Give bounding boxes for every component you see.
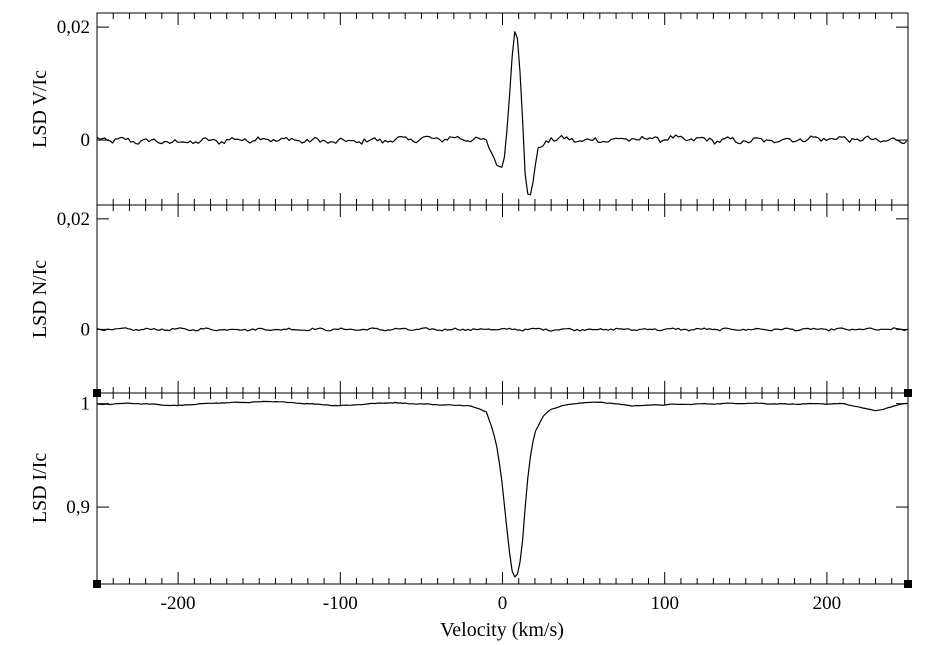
panel-v-ylabel: LSD V/Ic [29,70,51,148]
panel-v-frame [96,12,909,206]
handle-top-left[interactable] [93,389,101,397]
panel-n-ytick-label: 0 [81,319,91,340]
panel-v-ytick-label: 0,02 [57,17,90,38]
panel-i-xtick-labels: -200 -100 0 100 200 [161,593,841,614]
panel-i-xtick-label: -200 [161,593,196,614]
handle-top-right[interactable] [904,389,912,397]
handle-bottom-right[interactable] [904,580,912,588]
panel-v: 00,02 LSD V/Ic [29,12,909,206]
panel-v-ticks [96,13,909,205]
x-axis-label: Velocity (km/s) [440,619,564,641]
panel-n-ticks [96,205,909,393]
panel-v-ytick-labels: 00,02 [57,17,90,151]
panel-n: 00,02 LSD N/Ic [29,204,909,394]
panel-i-ytick-labels: 0,91 [66,394,90,518]
panel-i-xtick-label: -100 [323,593,358,614]
panel-i-ytick-label: 0,9 [66,497,90,518]
panel-n-ylabel: LSD N/Ic [29,260,51,338]
panel-i-series-line [97,400,907,578]
panel-n-series-line [96,327,907,332]
panel-n-ytick-labels: 00,02 [57,209,90,341]
panel-i-xtick-label: 100 [650,593,679,614]
panel-v-ytick-label: 0 [81,130,91,151]
panel-n-ytick-label: 0,02 [57,209,90,230]
panel-v-series-line [96,31,908,196]
selection-handles[interactable] [93,389,912,588]
panel-i-ylabel: LSD I/Ic [29,453,51,524]
handle-bottom-left[interactable] [93,580,101,588]
panel-i-xtick-label: 0 [498,593,508,614]
panel-i-ytick-label: 1 [81,394,91,415]
panel-i-ticks [96,393,909,584]
panel-i-xtick-label: 200 [813,593,842,614]
panel-i: 0,91 -200 -100 0 100 200 LSD I/Ic Velocity (… [29,392,909,641]
panel-n-frame [96,204,909,394]
